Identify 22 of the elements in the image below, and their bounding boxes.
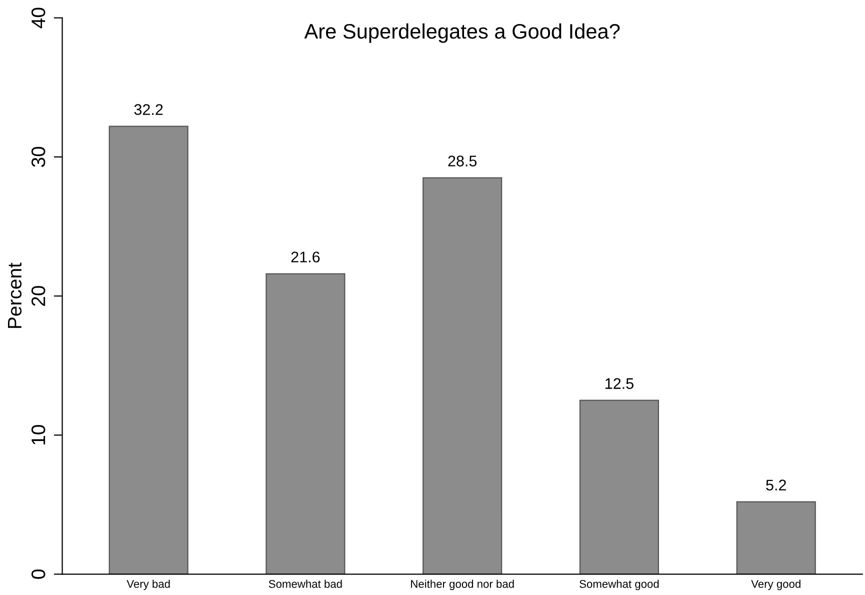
data-label: 32.2 <box>134 104 163 115</box>
x-tick-label: Neither good nor bad <box>411 580 514 590</box>
data-label: 5.2 <box>766 480 786 490</box>
bar <box>266 273 346 574</box>
x-tick-label: Somewhat good <box>580 580 659 590</box>
bar <box>579 400 660 574</box>
x-tick-label: Very good <box>751 580 800 590</box>
bar <box>422 177 502 574</box>
y-tick-label: 20 <box>31 286 46 306</box>
y-tick-label: 30 <box>31 146 46 168</box>
bar <box>108 126 188 574</box>
chart-title: Are Superdelegates a Good Idea? <box>304 23 620 43</box>
y-axis-title: Percent <box>8 262 22 328</box>
data-label: 21.6 <box>291 252 320 262</box>
data-label: 28.5 <box>448 156 477 166</box>
y-tick-label: 10 <box>31 425 46 444</box>
data-label: 12.5 <box>606 378 634 389</box>
x-tick-label: Very bad <box>126 580 170 590</box>
y-tick-label: 0 <box>31 570 46 579</box>
y-tick-label: 40 <box>31 8 46 28</box>
x-tick-label: Somewhat bad <box>268 580 342 588</box>
bar <box>736 501 816 574</box>
